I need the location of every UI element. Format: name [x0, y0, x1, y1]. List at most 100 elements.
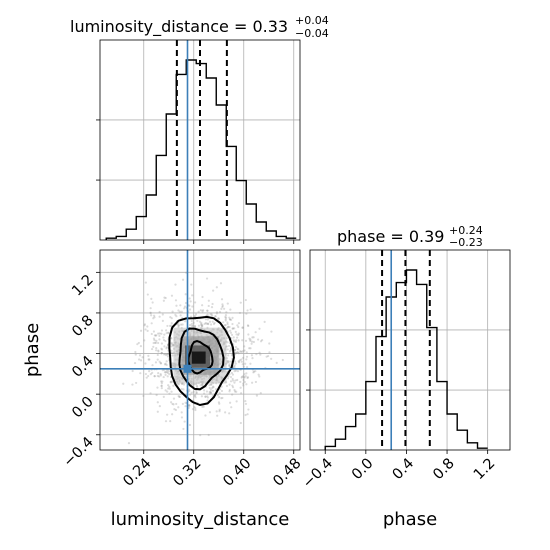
scatter-point: [205, 390, 209, 393]
scatter-point: [153, 339, 156, 342]
scatter-point: [193, 315, 196, 318]
scatter-point: [201, 405, 204, 409]
scatter-point: [187, 403, 191, 407]
scatter-point: [207, 304, 210, 308]
scatter-point: [232, 379, 235, 382]
scatter-point: [236, 324, 239, 327]
scatter-point: [213, 321, 216, 325]
scatter-point: [228, 316, 231, 319]
scatter-point: [234, 352, 238, 355]
scatter-point: [161, 319, 164, 322]
scatter-point: [227, 364, 231, 367]
scatter-point: [164, 353, 167, 356]
scatter-point: [152, 317, 155, 320]
scatter-point: [229, 347, 232, 350]
hist-ld-step-line: [105, 59, 297, 240]
scatter-point: [171, 362, 174, 365]
scatter-point: [216, 414, 219, 417]
scatter-point: [170, 294, 174, 297]
scatter-point: [250, 342, 253, 345]
scatter-point: [243, 380, 246, 384]
scatter-point: [188, 423, 191, 427]
scatter-point: [175, 304, 178, 307]
scatter-point: [238, 311, 242, 315]
scatter-point: [236, 370, 240, 373]
scatter-point: [251, 381, 254, 384]
scatter-point: [168, 372, 171, 376]
scatter-point: [230, 333, 234, 337]
hist-phase-xtick-label: −0.4: [300, 456, 336, 492]
scatter-point: [259, 340, 263, 343]
scatter-point: [166, 352, 170, 355]
scatter-point: [241, 363, 244, 366]
scatter-point: [154, 334, 157, 337]
scatter-point: [165, 347, 168, 350]
hist-phase-xtick-label: 0.0: [349, 456, 377, 484]
scatter-point: [216, 394, 219, 397]
scatter-point: [245, 358, 248, 361]
scatter-point: [164, 362, 167, 365]
scatter-point: [158, 334, 161, 338]
scatter-point: [153, 375, 156, 378]
scatter-point: [154, 341, 157, 344]
scatter-point: [224, 411, 227, 414]
scatter-point: [163, 345, 166, 348]
scatter-point: [165, 353, 168, 357]
scatter-point: [144, 362, 147, 365]
scatter-point: [204, 318, 208, 321]
scatter-point: [146, 293, 149, 296]
scatter-point: [164, 296, 167, 300]
scatter-point: [172, 384, 175, 387]
scatter-2d-panel: 0.24 0.32 0.40 0.48 −0.4 0.0 0.4 0.8 1.2 luminos…: [22, 249, 305, 530]
scatter-point: [153, 316, 156, 319]
scatter-point: [249, 347, 252, 350]
scatter-point: [218, 396, 221, 399]
hist-phase-title: phase = 0.39: [337, 227, 444, 246]
scatter-point: [226, 322, 229, 326]
scatter-point: [265, 355, 268, 358]
scatter-xtick-label: 0.24: [120, 456, 154, 490]
scatter-point: [168, 387, 171, 390]
scatter-point: [206, 309, 209, 312]
scatter-point: [254, 331, 257, 334]
scatter-point: [174, 313, 177, 316]
hist-phase-xlabel: phase: [383, 509, 437, 530]
scatter-point: [156, 401, 159, 404]
scatter-point: [160, 352, 163, 355]
scatter-point: [258, 327, 261, 330]
scatter-point: [170, 341, 173, 344]
hist-phase-frame: [309, 249, 511, 451]
scatter-2d-xlabel: luminosity_distance: [111, 509, 290, 530]
scatter-point: [204, 395, 207, 398]
scatter-ytick-label: −0.4: [61, 434, 97, 470]
scatter-point: [201, 295, 204, 299]
scatter-point: [149, 311, 152, 315]
scatter-point: [234, 362, 237, 365]
scatter-point: [228, 318, 232, 321]
scatter-point: [234, 379, 237, 382]
scatter-point: [184, 401, 187, 404]
scatter-point: [231, 322, 234, 326]
scatter-point: [207, 299, 210, 302]
scatter-point: [181, 402, 184, 405]
scatter-point: [152, 330, 156, 333]
scatter-point: [188, 389, 191, 392]
scatter-point: [258, 351, 261, 354]
scatter-point: [228, 388, 231, 391]
scatter-point: [139, 345, 143, 348]
scatter-point: [174, 408, 177, 412]
scatter-point: [227, 360, 230, 363]
scatter-point: [215, 312, 219, 315]
scatter-point: [268, 351, 271, 354]
scatter-point: [158, 332, 161, 335]
scatter-point: [254, 380, 258, 384]
contour-outer: [168, 315, 235, 407]
scatter-point: [158, 375, 161, 378]
scatter-point: [223, 307, 226, 310]
scatter-point: [163, 371, 167, 374]
scatter-point: [230, 318, 233, 321]
scatter-point: [163, 296, 166, 299]
scatter-point: [249, 339, 252, 342]
scatter-point: [188, 297, 191, 300]
scatter-point: [205, 277, 209, 280]
